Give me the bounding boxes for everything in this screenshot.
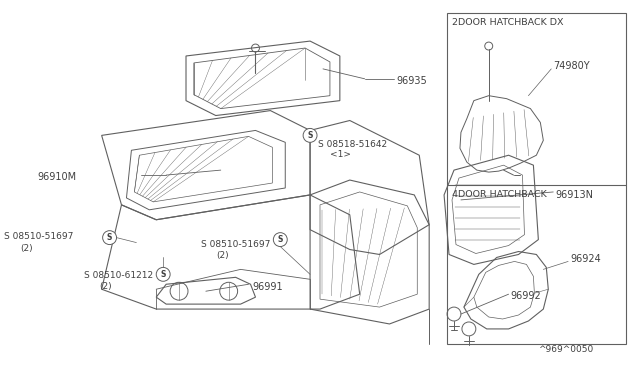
Text: S 08510-51697: S 08510-51697: [201, 240, 270, 248]
Text: S 08510-61212: S 08510-61212: [84, 271, 153, 280]
Circle shape: [156, 267, 170, 281]
Text: S: S: [307, 131, 313, 140]
Text: (2): (2): [20, 244, 33, 253]
Text: (2): (2): [216, 250, 228, 260]
Text: S 08510-51697: S 08510-51697: [4, 232, 74, 241]
Text: S: S: [161, 270, 166, 279]
Text: 74980Y: 74980Y: [553, 61, 590, 71]
Text: 4DOOR HATCHBACK: 4DOOR HATCHBACK: [452, 190, 547, 199]
Text: 96991: 96991: [253, 282, 283, 292]
Text: 96992: 96992: [511, 291, 541, 301]
Circle shape: [303, 128, 317, 142]
Text: S 08518-51642: S 08518-51642: [318, 140, 387, 149]
Text: 96913N: 96913N: [556, 190, 593, 200]
Text: 96910M: 96910M: [37, 172, 76, 182]
Circle shape: [273, 232, 287, 247]
Text: ^969^0050: ^969^0050: [538, 345, 594, 354]
Text: S: S: [278, 235, 283, 244]
Text: 96924: 96924: [570, 254, 601, 264]
Text: <1>: <1>: [330, 150, 351, 159]
Text: 2DOOR HATCHBACK DX: 2DOOR HATCHBACK DX: [452, 18, 563, 27]
Text: (2): (2): [100, 282, 112, 291]
Text: S: S: [107, 233, 112, 242]
Text: 96935: 96935: [396, 76, 427, 86]
Circle shape: [102, 231, 116, 244]
Bar: [447, 13, 626, 344]
